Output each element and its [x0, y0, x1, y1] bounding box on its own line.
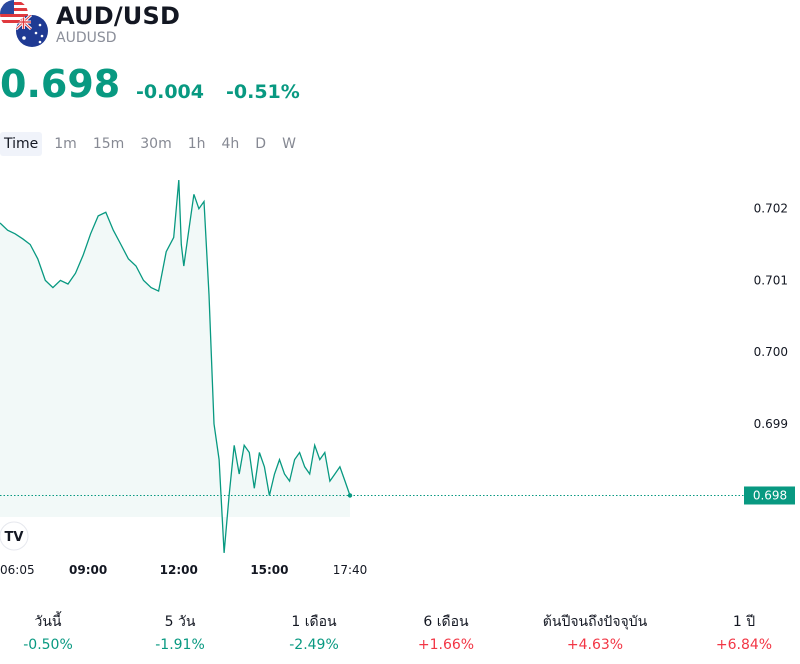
currency-flags-icon: [0, 0, 48, 47]
perf-value: -1.91%: [155, 637, 205, 653]
perf-value: +6.84%: [715, 637, 773, 653]
tab-15m[interactable]: 15m: [92, 136, 125, 152]
tradingview-logo-text: TV: [5, 530, 24, 545]
tab-w[interactable]: W: [282, 136, 296, 152]
au-flag-icon: [16, 15, 48, 47]
symbol-code: AUDUSD: [56, 30, 117, 46]
interval-tabs: Time 1m 15m 30m 1h 4h D W: [0, 132, 308, 156]
tab-4h[interactable]: 4h: [221, 136, 240, 152]
y-tick-label: 0.700: [754, 345, 788, 359]
perf-item-5d[interactable]: 5 วัน -1.91%: [132, 612, 228, 654]
perf-value: -2.49%: [289, 637, 339, 653]
perf-item-today[interactable]: วันนี้ -0.50%: [0, 612, 96, 654]
tab-1m[interactable]: 1m: [54, 136, 77, 152]
last-price-tag: [744, 486, 795, 505]
last-price-label: 0.698: [753, 488, 787, 502]
tab-d[interactable]: D: [255, 136, 267, 152]
perf-label: 5 วัน: [164, 614, 196, 630]
perf-label: 6 เดือน: [423, 614, 469, 630]
price-chart[interactable]: 0.702 0.701 0.700 0.699 06:05 09:00 12:00 15:0…: [0, 170, 800, 590]
y-tick-label: 0.699: [754, 417, 788, 431]
x-tick-label: 17:40: [333, 563, 368, 577]
x-tick-label: 06:05: [0, 563, 35, 577]
tab-1h[interactable]: 1h: [187, 136, 206, 152]
x-tick-label: 09:00: [69, 563, 107, 577]
last-price-dot: [347, 493, 353, 498]
perf-label: ต้นปีจนถึงปัจจุบัน: [542, 614, 648, 630]
y-tick-label: 0.701: [754, 273, 788, 287]
price-area-fill: [0, 180, 350, 553]
perf-label: 1 เดือน: [291, 614, 337, 630]
perf-value: -0.50%: [23, 637, 73, 653]
us-flag-icon: [0, 0, 28, 28]
price-change-percent: -0.51%: [226, 81, 300, 103]
x-tick-label: 12:00: [160, 563, 198, 577]
price-change-absolute: -0.004: [136, 81, 204, 103]
perf-label: 1 ปี: [732, 614, 756, 630]
y-tick-label: 0.702: [754, 202, 788, 216]
price-line: [0, 179, 351, 553]
perf-value: +1.66%: [417, 637, 475, 653]
tab-time[interactable]: Time: [0, 132, 43, 156]
perf-item-1m[interactable]: 1 เดือน -2.49%: [264, 612, 364, 654]
tradingview-logo[interactable]: TV: [0, 521, 29, 551]
tab-30m[interactable]: 30m: [140, 136, 172, 152]
perf-item-ytd[interactable]: ต้นปีจนถึงปัจจุบัน +4.63%: [525, 612, 665, 654]
perf-item-6m[interactable]: 6 เดือน +1.66%: [396, 612, 496, 654]
x-tick-label: 15:00: [250, 563, 288, 577]
perf-value: +4.63%: [566, 637, 624, 653]
symbol-title: AUD/USD: [56, 2, 181, 30]
current-price: 0.698: [0, 62, 121, 106]
perf-item-1y[interactable]: 1 ปี +6.84%: [694, 612, 794, 654]
perf-label: วันนี้: [34, 614, 62, 630]
